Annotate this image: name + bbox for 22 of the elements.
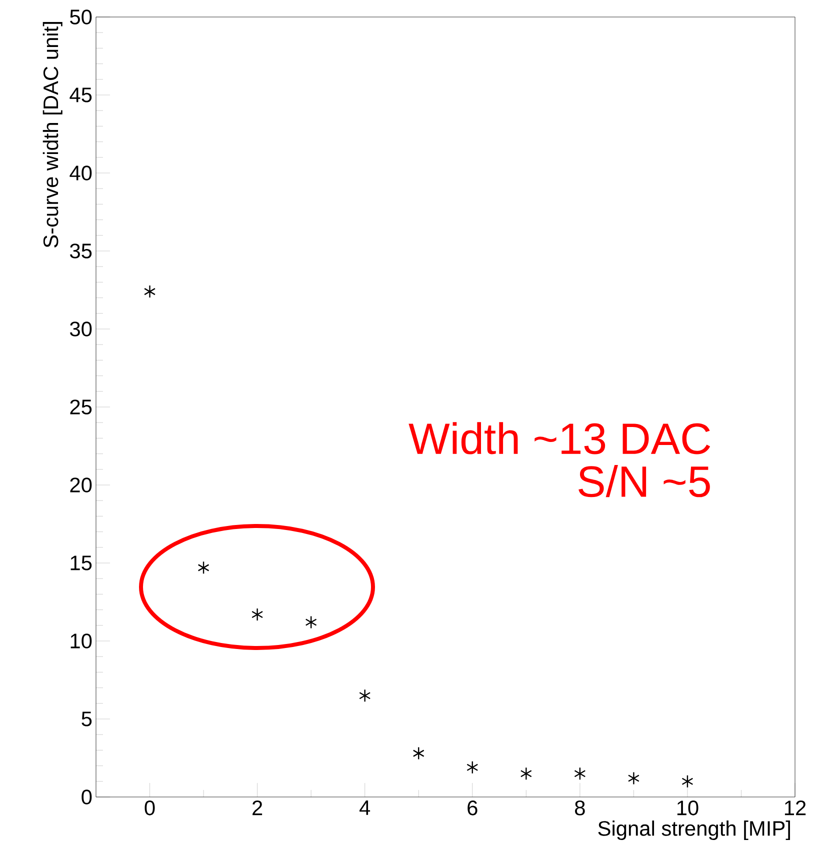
x-tick-label: 6	[468, 800, 478, 816]
y-tick-label: 20	[70, 478, 92, 492]
x-tick-label: 2	[252, 800, 262, 816]
y-axis-title: S-curve width [DAC unit]	[42, 22, 62, 248]
y-tick-label: 40	[70, 166, 92, 180]
y-tick-label: 45	[70, 88, 92, 102]
x-axis-title: Signal strength [MIP]	[598, 820, 790, 840]
y-tick-label: 15	[70, 556, 92, 570]
x-tick-label: 10	[677, 800, 698, 816]
y-tick-label: 10	[70, 634, 92, 648]
annotation: S/N ~5	[578, 464, 710, 498]
annotation: Width ~13 DAC	[408, 422, 710, 454]
y-tick-label: 35	[70, 244, 92, 258]
x-tick-label: 12	[784, 800, 806, 816]
y-tick-label: 50	[70, 10, 92, 24]
y-tick-label: 30	[70, 322, 92, 336]
y-tick-label: 25	[70, 400, 92, 414]
x-tick-label: 8	[575, 800, 585, 816]
x-tick-label: 0	[144, 800, 155, 816]
y-tick-label: 0	[82, 790, 92, 804]
y-tick-label: 5	[82, 712, 92, 726]
x-tick-label: 4	[360, 800, 370, 815]
